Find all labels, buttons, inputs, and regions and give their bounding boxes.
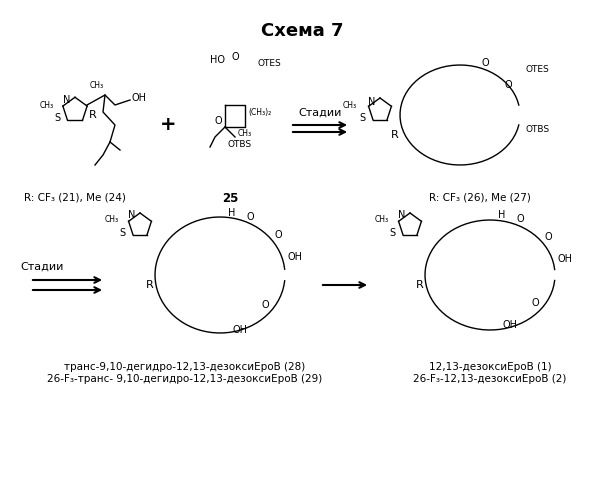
Text: Стадии: Стадии (20, 262, 63, 272)
Text: S: S (54, 113, 60, 123)
Text: R: CF₃ (26), Me (27): R: CF₃ (26), Me (27) (429, 192, 531, 202)
Text: OTES: OTES (525, 66, 549, 74)
Text: H: H (498, 210, 506, 220)
Text: O: O (531, 298, 539, 308)
Text: N: N (63, 95, 71, 105)
Text: S: S (119, 228, 125, 238)
Text: R: R (391, 130, 399, 140)
Text: O: O (214, 116, 222, 126)
Text: O: O (232, 52, 240, 62)
Text: O: O (261, 300, 269, 310)
Text: OTES: OTES (258, 58, 281, 68)
Text: OTBS: OTBS (525, 126, 549, 134)
Text: Схема 7: Схема 7 (261, 22, 343, 40)
Text: HO: HO (210, 55, 225, 65)
Text: +: + (159, 116, 176, 134)
Text: N: N (398, 210, 406, 220)
Text: OH: OH (558, 254, 573, 264)
Text: OH: OH (288, 252, 303, 262)
Text: N: N (128, 210, 136, 220)
Text: O: O (544, 232, 552, 242)
Text: 12,13-дезоксиЕроВ (1): 12,13-дезоксиЕроВ (1) (429, 362, 551, 372)
Text: транс-9,10-дегидро-12,13-дезоксиЕроВ (28): транс-9,10-дегидро-12,13-дезоксиЕроВ (28… (65, 362, 306, 372)
Text: OH: OH (233, 325, 248, 335)
Text: CH₃: CH₃ (238, 128, 252, 138)
Text: R: R (146, 280, 154, 290)
Text: N: N (368, 97, 376, 107)
Text: S: S (359, 113, 365, 123)
Text: H: H (228, 208, 236, 218)
Text: R: R (416, 280, 424, 290)
Text: CH₃: CH₃ (40, 102, 54, 110)
Text: R: R (89, 110, 97, 120)
Text: CH₃: CH₃ (375, 216, 389, 224)
Text: S: S (389, 228, 395, 238)
Text: CH₃: CH₃ (90, 81, 104, 90)
Text: R: CF₃ (21), Me (24): R: CF₃ (21), Me (24) (24, 192, 126, 202)
Text: O: O (481, 58, 489, 68)
Text: CH₃: CH₃ (343, 102, 357, 110)
Text: 25: 25 (222, 192, 238, 205)
Text: 26-F₃-транс- 9,10-дегидро-12,13-дезоксиЕроВ (29): 26-F₃-транс- 9,10-дегидро-12,13-дезоксиЕ… (47, 374, 323, 384)
Text: O: O (516, 214, 524, 224)
Text: OH: OH (503, 320, 518, 330)
Text: OTBS: OTBS (228, 140, 252, 149)
Text: 26-F₃-12,13-дезоксиЕроВ (2): 26-F₃-12,13-дезоксиЕроВ (2) (413, 374, 567, 384)
Text: (CH₃)₂: (CH₃)₂ (248, 108, 271, 118)
Text: O: O (274, 230, 282, 240)
Text: Стадии: Стадии (298, 108, 342, 118)
Text: OH: OH (132, 93, 147, 103)
Text: O: O (246, 212, 254, 222)
Text: CH₃: CH₃ (105, 216, 119, 224)
Text: O: O (504, 80, 512, 90)
